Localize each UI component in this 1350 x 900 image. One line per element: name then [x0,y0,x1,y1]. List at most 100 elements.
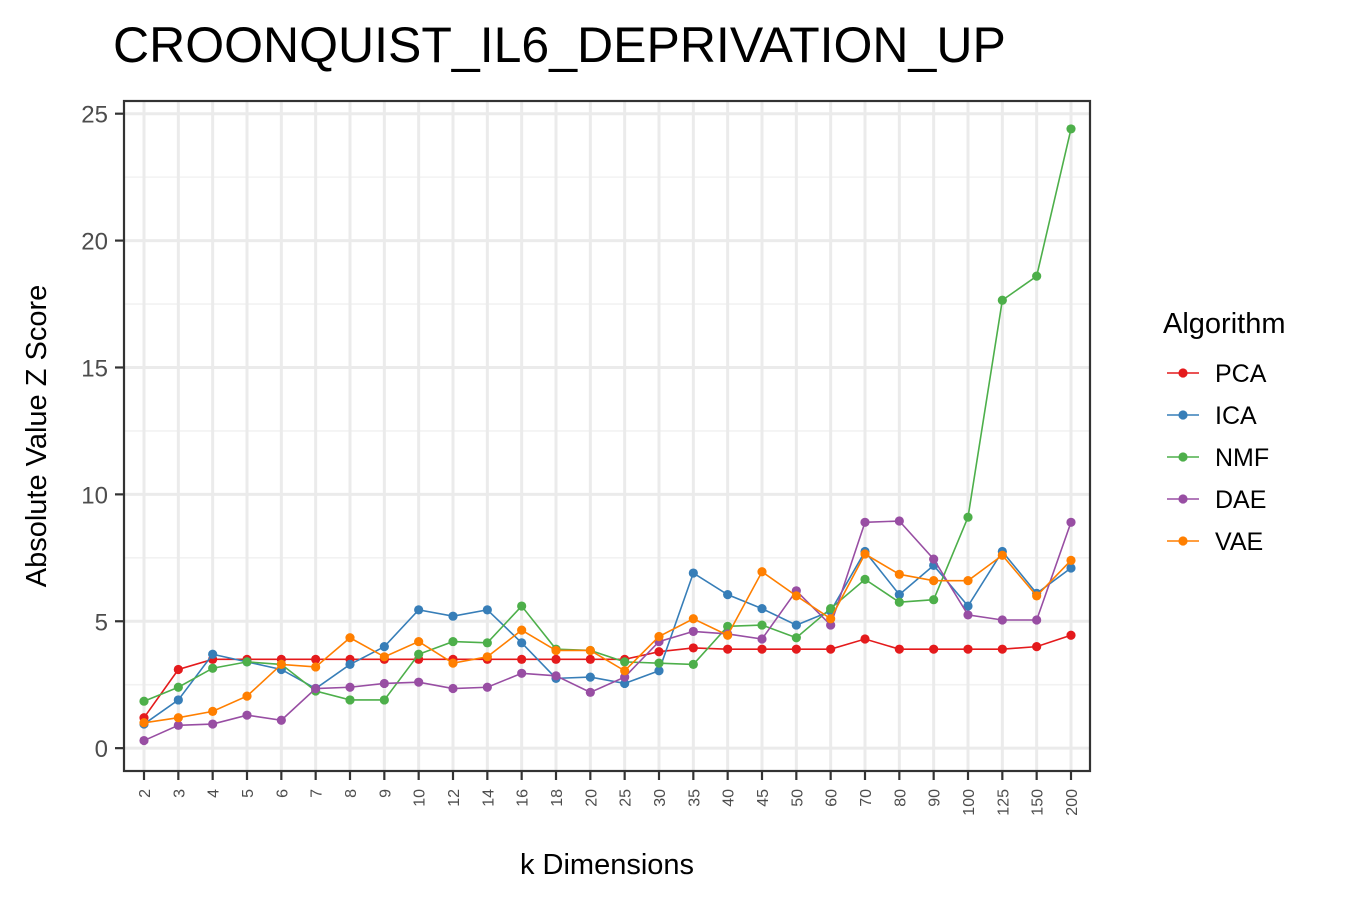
data-point-pca [173,664,183,675]
legend-key-point [1178,368,1188,378]
data-point-vae [311,662,321,672]
y-tick-label: 15 [81,355,108,382]
data-point-pca [585,654,595,664]
x-tick-label: 90 [927,789,944,807]
data-point-pca [311,654,321,664]
series-pca [139,630,1076,723]
data-point-dae [173,720,183,730]
series-line-vae [143,552,1072,724]
data-point-vae [414,636,424,647]
data-point-dae [963,610,973,620]
data-point-pca [688,643,698,653]
data-point-dae [517,668,527,678]
data-point-nmf [139,696,149,706]
x-tick-label: 4 [206,789,223,798]
data-point-ica [620,678,630,689]
x-tick-label: 70 [858,789,875,807]
data-point-nmf [208,663,218,673]
plot-panel-border [122,99,1092,773]
legend-key-point [1178,410,1188,420]
data-point-pca [929,644,939,654]
data-point-vae [139,718,149,728]
data-point-vae [242,691,252,701]
data-point-vae [345,633,355,643]
data-point-ica [894,590,904,600]
x-tick-label: 14 [480,789,497,807]
data-point-nmf [379,695,389,705]
x-tick-label: 9 [377,789,394,798]
legend-key-point [1178,452,1188,462]
data-point-dae [208,719,218,729]
legend-item-vae: VAE [1167,528,1263,556]
data-point-ica [173,695,183,705]
data-point-nmf [963,512,973,522]
x-tick-label: 5 [240,789,257,798]
data-point-pca [894,644,904,654]
data-point-vae [723,630,733,640]
series-vae [139,549,1076,728]
data-point-dae [448,683,458,694]
x-tick-label: 8 [343,789,360,798]
x-tick-label: 3 [171,789,188,798]
data-point-nmf [860,574,870,584]
data-point-ica [345,659,355,670]
data-point-ica [482,605,492,615]
x-tick-label: 7 [309,789,326,798]
data-point-pca [860,634,870,644]
data-point-nmf [688,659,698,670]
data-point-nmf [723,621,733,631]
data-point-ica [688,568,698,578]
series-line-pca [143,634,1072,719]
y-tick-label: 10 [81,482,108,509]
data-point-ica [723,590,733,600]
data-point-nmf [826,603,836,614]
x-tick-label: 20 [583,789,600,807]
x-tick-label: 60 [824,789,841,807]
data-point-pca [1066,630,1076,640]
x-tick-label: 45 [755,789,772,807]
series-layer [139,124,1076,746]
x-tick-label: 2 [137,789,154,798]
x-tick-label: 80 [892,789,909,807]
series-line-ica [143,550,1072,725]
legend-label: DAE [1215,486,1266,514]
data-point-dae [242,710,252,720]
data-point-nmf [791,633,801,643]
x-tick-label: 6 [274,789,291,798]
y-tick-label: 20 [81,229,108,256]
x-tick-label: 25 [618,789,635,807]
data-point-dae [482,682,492,692]
data-point-vae [1032,591,1042,601]
data-point-vae [448,658,458,668]
x-tick-label: 40 [721,789,738,807]
data-point-vae [860,549,870,559]
x-tick-label: 35 [686,789,703,807]
x-tick-label: 50 [789,789,806,807]
series-ica [139,546,1076,729]
data-point-ica [757,603,767,614]
data-point-vae [929,576,939,586]
legend-item-nmf: NMF [1167,444,1269,472]
series-line-nmf [143,128,1072,702]
data-point-dae [894,516,904,526]
y-axis-title: Absolute Value Z Score [21,285,53,588]
data-point-dae [1066,517,1076,527]
legend-label: VAE [1215,528,1263,556]
data-point-dae [585,687,595,697]
series-line-dae [143,520,1072,742]
series-dae [139,516,1076,746]
series-nmf [139,124,1076,706]
data-point-dae [929,554,939,564]
x-axis: 2 3 4 5 6 7 8 9 10 12 14 16 18 20 25 30 35 40 45 50 60 70 80 90… [137,771,1081,816]
y-tick-label: 0 [95,736,108,763]
data-point-pca [723,644,733,654]
data-point-vae [379,652,389,662]
data-point-dae [414,677,424,687]
data-point-ica [448,611,458,621]
minor-gridlines [124,176,1090,686]
data-point-dae [620,672,630,682]
data-point-vae [688,614,698,624]
data-point-vae [654,631,664,642]
data-point-ica [791,620,801,630]
